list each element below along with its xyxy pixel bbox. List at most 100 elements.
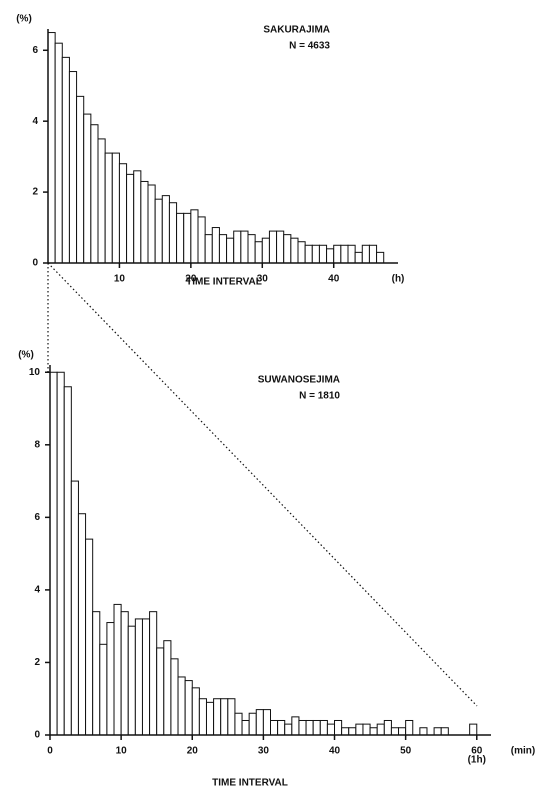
bar [368,244,378,264]
y-tick-label: 2 [34,657,40,668]
x-tick-label: 10 [114,274,126,285]
bar [268,230,278,264]
bar [319,719,328,736]
y-axis-label: (%) [18,350,34,361]
bar [270,719,279,736]
bar [276,230,285,264]
y-tick-label: 0 [32,258,38,269]
x-unit: (min) [511,746,535,757]
bar [163,640,172,736]
bar [127,625,136,736]
x-tick-label: 50 [400,746,412,757]
bar [318,244,328,264]
bar [290,237,299,264]
bar [376,723,385,736]
x-tick-label: 40 [329,746,341,757]
bar [362,723,371,736]
annotation: SUWANOSEJIMA [258,375,340,386]
bar [234,712,243,736]
bar [218,234,228,264]
bar [291,716,300,736]
bar [85,538,94,736]
bar [226,237,235,264]
bar [220,698,229,736]
bar [170,658,179,736]
y-tick-label: 4 [32,116,38,127]
bar [134,618,143,736]
annotation: N = 1810 [299,391,340,402]
bar [111,152,120,264]
bar [248,712,257,736]
bar [47,32,56,264]
x-tick-label: 60 [471,746,483,757]
bar [233,230,242,264]
x-tick-label: 40 [328,274,340,285]
bar [341,727,350,736]
bar [68,71,78,264]
bar [241,719,250,736]
bar [90,124,99,264]
bar [83,113,92,264]
bar [334,719,343,736]
bar [213,698,222,736]
bar [99,643,108,736]
x-note: (1h) [468,755,486,766]
bar [49,371,58,736]
bar [76,95,85,264]
bar [92,611,101,736]
bar [191,687,200,736]
x-tick-label: 30 [257,274,269,285]
bar [390,727,400,736]
bar [347,244,356,264]
bar [176,212,185,264]
bar [126,173,135,264]
bar [254,241,263,264]
bar [63,386,72,736]
bar [304,244,313,264]
bar [197,216,206,264]
bar [227,698,236,736]
bar [440,727,449,736]
y-axis-label: (%) [16,14,32,25]
bar [369,727,378,736]
bar [161,195,170,264]
x-tick-label: 30 [258,746,270,757]
bar [383,719,392,736]
bar [333,244,342,264]
x-tick-label: 20 [185,274,197,285]
x-tick-label: 10 [116,746,128,757]
bar [277,719,286,736]
bar [156,647,165,736]
connector-line [47,262,478,707]
bar [405,719,414,736]
x-axis-label: TIME INTERVAL [186,277,262,288]
bar [255,709,264,736]
bar [113,603,122,736]
bar [340,244,349,264]
bar [419,727,428,736]
bar [240,230,249,264]
bar [61,56,70,264]
annotation: SAKURAJIMA [263,25,330,36]
bar [104,152,113,264]
x-tick-label: 0 [47,746,53,757]
bar [54,42,63,264]
bar [133,170,142,264]
bar [297,241,306,264]
bar [190,209,199,264]
bar [211,227,220,264]
bar [106,622,115,736]
bar [198,698,207,736]
bar [433,727,442,736]
bar [247,234,256,264]
y-tick-label: 8 [34,439,40,450]
bar [118,163,128,264]
annotation: N = 4633 [289,41,330,52]
y-tick-label: 10 [29,367,41,378]
bar [284,723,293,736]
bar [149,611,158,736]
bar [168,202,178,264]
bar [97,138,106,264]
bar [326,723,336,736]
